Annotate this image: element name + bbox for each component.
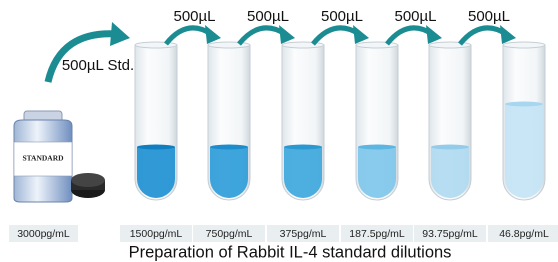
concentration-label: 3000pg/mL [17, 228, 70, 240]
concentration-label: 375pg/mL [280, 228, 327, 240]
liquid [431, 147, 469, 198]
liquid [137, 147, 175, 198]
liquid-surface [210, 145, 248, 150]
transfer-label: 500µL [247, 8, 289, 25]
liquid [210, 147, 248, 198]
tube-rim [356, 42, 398, 48]
liquid-surface [284, 145, 322, 150]
arrow-head [205, 25, 221, 44]
concentration-label: 93.75pg/mL [422, 228, 478, 240]
arrow-head [426, 25, 442, 44]
arrow-head [500, 25, 516, 44]
concentration-label: 1500pg/mL [130, 228, 183, 240]
arrow-head [110, 22, 130, 46]
transfer-label: 500µL [394, 8, 436, 25]
transfer-label: 500µL [173, 8, 215, 25]
transfer-arrow [166, 28, 211, 44]
bottle-label: STANDARD [22, 154, 64, 163]
liquid-surface [137, 145, 175, 150]
liquid-surface [431, 145, 469, 150]
transfer-arrow [387, 28, 432, 44]
transfer-label: 500µL [468, 8, 510, 25]
transfer-label: 500µL [321, 8, 363, 25]
tube-rim [429, 42, 471, 48]
arrow-head [353, 25, 369, 44]
concentration-label: 46.8pg/mL [499, 228, 549, 240]
concentration-label: 750pg/mL [206, 228, 253, 240]
transfer-arrow [460, 28, 506, 44]
bottle-cap [71, 173, 105, 198]
tube-rim [503, 42, 545, 48]
liquid [505, 104, 543, 198]
liquid [358, 147, 396, 198]
concentration-label: 187.5pg/mL [349, 228, 405, 240]
liquid-surface [505, 102, 543, 107]
caption: Preparation of Rabbit IL-4 standard dilu… [129, 243, 452, 261]
transfer-arrow [239, 28, 285, 44]
dilution-diagram: STANDARD 500µL Std. 3000pg/mL Preparatio… [0, 0, 558, 262]
tube-rim [135, 42, 177, 48]
arrow-head [279, 25, 295, 44]
transfer-arrow [313, 28, 359, 44]
standard-bottle: STANDARD [14, 111, 72, 202]
liquid [284, 147, 322, 198]
transfer-label: 500µL Std. [62, 57, 134, 74]
liquid-surface [358, 145, 396, 150]
tube-rim [282, 42, 324, 48]
tube-rim [208, 42, 250, 48]
